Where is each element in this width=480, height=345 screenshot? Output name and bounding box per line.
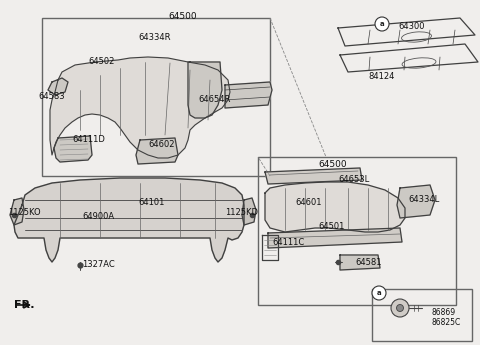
Text: 64900A: 64900A <box>82 212 114 221</box>
Text: 64334R: 64334R <box>138 33 170 42</box>
Polygon shape <box>225 82 272 108</box>
Polygon shape <box>265 182 405 232</box>
Circle shape <box>372 286 386 300</box>
Text: 64111C: 64111C <box>272 238 304 247</box>
Text: 64300: 64300 <box>398 22 424 31</box>
Text: 1125KD: 1125KD <box>225 208 258 217</box>
Text: 64601: 64601 <box>295 198 322 207</box>
Text: 86869: 86869 <box>432 308 456 317</box>
Text: 1125KO: 1125KO <box>8 208 41 217</box>
Polygon shape <box>48 78 68 95</box>
Polygon shape <box>268 228 402 248</box>
Polygon shape <box>265 168 362 184</box>
Polygon shape <box>188 62 222 118</box>
Text: 64500: 64500 <box>168 12 197 21</box>
Polygon shape <box>242 198 256 225</box>
Text: 64581: 64581 <box>355 258 382 267</box>
Polygon shape <box>136 138 178 164</box>
Text: 64334L: 64334L <box>408 195 439 204</box>
Polygon shape <box>10 198 24 225</box>
Text: a: a <box>377 290 381 296</box>
Polygon shape <box>14 178 244 262</box>
Circle shape <box>391 299 409 317</box>
Bar <box>42 18 270 176</box>
Polygon shape <box>54 136 92 162</box>
Text: 64101: 64101 <box>138 198 164 207</box>
Circle shape <box>396 305 404 312</box>
Text: 64654R: 64654R <box>198 95 230 104</box>
Text: 64111D: 64111D <box>72 135 105 144</box>
Bar <box>258 157 456 305</box>
Text: 64583: 64583 <box>38 92 65 101</box>
Polygon shape <box>397 185 435 218</box>
Polygon shape <box>50 57 230 158</box>
Text: 64653L: 64653L <box>338 175 369 184</box>
Text: 84124: 84124 <box>368 72 395 81</box>
Text: 64501: 64501 <box>318 222 344 231</box>
Text: 1327AC: 1327AC <box>82 260 115 269</box>
Circle shape <box>375 17 389 31</box>
Bar <box>372 289 472 341</box>
Text: FR.: FR. <box>14 300 35 310</box>
Text: 86825C: 86825C <box>432 318 461 327</box>
Text: a: a <box>380 21 384 27</box>
Text: 64602: 64602 <box>148 140 175 149</box>
Polygon shape <box>340 255 380 270</box>
Text: 64500: 64500 <box>318 160 347 169</box>
Text: 64502: 64502 <box>88 57 114 66</box>
